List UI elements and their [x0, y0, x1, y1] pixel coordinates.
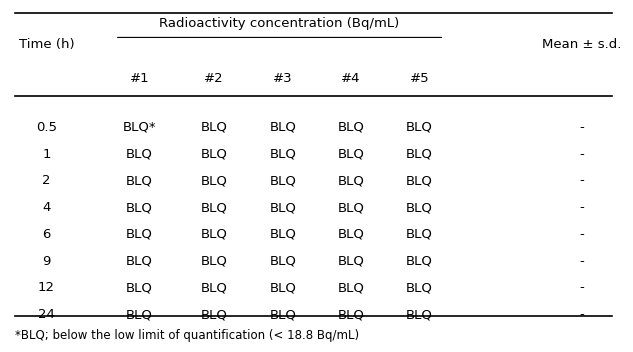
Text: -: - [579, 308, 584, 321]
Text: 1: 1 [42, 148, 51, 161]
Text: BLQ: BLQ [269, 148, 296, 161]
Text: -: - [579, 201, 584, 214]
Text: BLQ: BLQ [201, 175, 228, 188]
Text: BLQ: BLQ [201, 228, 228, 241]
Text: BLQ: BLQ [201, 281, 228, 294]
Text: BLQ: BLQ [126, 308, 153, 321]
Text: -: - [579, 281, 584, 294]
Text: Time (h): Time (h) [18, 38, 74, 51]
Text: #5: #5 [410, 73, 429, 86]
Text: BLQ: BLQ [269, 121, 296, 134]
Text: 24: 24 [38, 308, 55, 321]
Text: 0.5: 0.5 [36, 121, 57, 134]
Text: BLQ: BLQ [126, 201, 153, 214]
Text: -: - [579, 148, 584, 161]
Text: #1: #1 [130, 73, 149, 86]
Text: BLQ*: BLQ* [123, 121, 156, 134]
Text: BLQ: BLQ [269, 281, 296, 294]
Text: BLQ: BLQ [201, 308, 228, 321]
Text: 2: 2 [42, 175, 51, 188]
Text: BLQ: BLQ [406, 254, 433, 268]
Text: Radioactivity concentration (Bq/mL): Radioactivity concentration (Bq/mL) [160, 17, 399, 30]
Text: BLQ: BLQ [406, 281, 433, 294]
Text: BLQ: BLQ [269, 175, 296, 188]
Text: BLQ: BLQ [406, 175, 433, 188]
Text: 6: 6 [42, 228, 51, 241]
Text: -: - [579, 121, 584, 134]
Text: -: - [579, 228, 584, 241]
Text: BLQ: BLQ [269, 228, 296, 241]
Text: BLQ: BLQ [201, 254, 228, 268]
Text: BLQ: BLQ [338, 175, 365, 188]
Text: BLQ: BLQ [338, 281, 365, 294]
Text: BLQ: BLQ [338, 308, 365, 321]
Text: Mean ± s.d.: Mean ± s.d. [542, 38, 621, 51]
Text: BLQ: BLQ [269, 201, 296, 214]
Text: BLQ: BLQ [338, 254, 365, 268]
Text: BLQ: BLQ [338, 148, 365, 161]
Text: #2: #2 [204, 73, 224, 86]
Text: -: - [579, 175, 584, 188]
Text: 12: 12 [38, 281, 55, 294]
Text: BLQ: BLQ [338, 201, 365, 214]
Text: -: - [579, 254, 584, 268]
Text: 9: 9 [42, 254, 51, 268]
Text: BLQ: BLQ [406, 121, 433, 134]
Text: BLQ: BLQ [406, 308, 433, 321]
Text: BLQ: BLQ [201, 148, 228, 161]
Text: #4: #4 [341, 73, 361, 86]
Text: BLQ: BLQ [126, 254, 153, 268]
Text: BLQ: BLQ [406, 228, 433, 241]
Text: BLQ: BLQ [338, 228, 365, 241]
Text: BLQ: BLQ [269, 254, 296, 268]
Text: BLQ: BLQ [201, 121, 228, 134]
Text: BLQ: BLQ [406, 148, 433, 161]
Text: BLQ: BLQ [269, 308, 296, 321]
Text: BLQ: BLQ [126, 228, 153, 241]
Text: *BLQ; below the low limit of quantification (< 18.8 Bq/mL): *BLQ; below the low limit of quantificat… [15, 329, 360, 342]
Text: BLQ: BLQ [126, 175, 153, 188]
Text: 4: 4 [42, 201, 51, 214]
Text: BLQ: BLQ [338, 121, 365, 134]
Text: BLQ: BLQ [126, 148, 153, 161]
Text: #3: #3 [273, 73, 292, 86]
Text: BLQ: BLQ [406, 201, 433, 214]
Text: BLQ: BLQ [126, 281, 153, 294]
Text: BLQ: BLQ [201, 201, 228, 214]
